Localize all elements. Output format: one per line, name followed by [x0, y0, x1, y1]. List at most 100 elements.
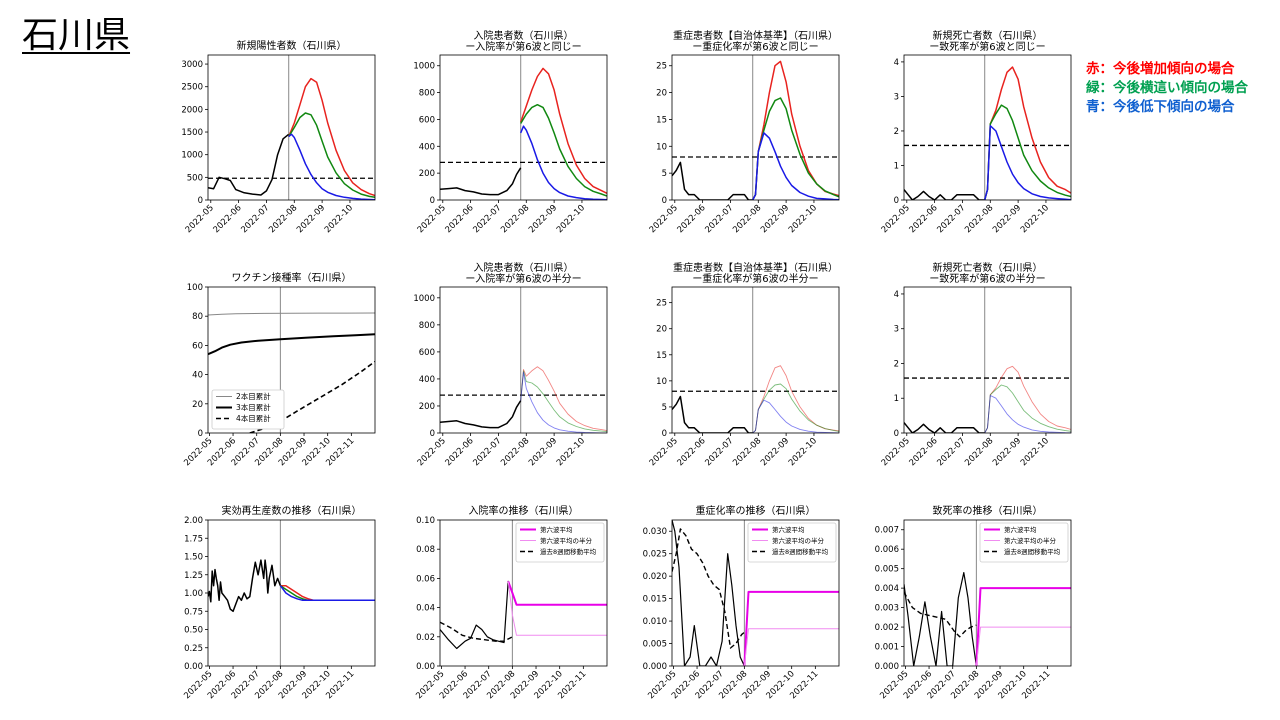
series-line-black: [208, 333, 375, 356]
series-line-blue: [520, 371, 607, 433]
x-tick-label: 2022-06: [444, 436, 476, 468]
x-tick-label: 2022-09: [991, 436, 1023, 468]
plot-frame: [207, 286, 376, 434]
y-tick-label: 600: [419, 348, 435, 358]
legend-box: [747, 522, 837, 563]
plot-area: [440, 520, 607, 666]
legend-label: 4本目累計: [236, 413, 271, 423]
y-tick-label: 25: [656, 62, 667, 72]
y-tick-label: 400: [419, 375, 435, 385]
x-tick-label: 2022-05: [880, 203, 912, 235]
y-tick-label: 5: [662, 169, 667, 179]
series-line-blue: [752, 399, 839, 433]
x-tick-label: 2022-05: [648, 436, 680, 468]
y-tick-label: 5: [662, 403, 667, 413]
series-line-black: [672, 161, 753, 200]
series-line-blue: [520, 125, 607, 200]
y-tick-label: 2.00: [184, 516, 203, 526]
x-tick-label: 2022-10: [787, 203, 819, 235]
y-tick-label: 2: [894, 127, 899, 137]
y-tick-label: 0.015: [643, 595, 667, 605]
x-tick-label: 2022-06: [212, 203, 244, 235]
series-line-black: [904, 571, 977, 666]
y-tick-label: 2000: [181, 105, 203, 115]
chart-subtitle: ー致死率が第6波と同じー: [929, 40, 1045, 53]
y-tick-label: 15: [656, 115, 667, 125]
x-tick-label: 2022-10: [1019, 436, 1051, 468]
y-tick-label: 60: [192, 341, 203, 351]
y-tick-label: 25: [656, 299, 667, 309]
y-tick-label: 400: [419, 142, 435, 152]
y-tick-label: 0.020: [643, 572, 667, 582]
series-line-black: [904, 189, 985, 200]
x-tick-label: 2022-10: [1019, 203, 1051, 235]
series-line-magenta: [975, 587, 1071, 666]
y-tick-label: 0.000: [643, 662, 667, 672]
series-line-black: [672, 528, 745, 649]
chart-title: 重症患者数【自治体基準】（石川県）: [673, 261, 838, 274]
series-line-green: [288, 112, 375, 199]
y-tick-label: 0.00: [416, 662, 435, 672]
plot-frame: [903, 519, 1072, 667]
series-line-red: [752, 365, 839, 433]
series-line-black: [208, 133, 290, 196]
y-tick-label: 0: [430, 429, 435, 439]
x-tick-label: 2022-05: [184, 203, 216, 235]
x-tick-label: 2022-07: [703, 203, 735, 235]
y-tick-label: 0.005: [643, 640, 667, 650]
y-tick-label: 200: [419, 169, 435, 179]
series-line-magenta: [507, 580, 607, 606]
chart-c8: 新規死亡者数（石川県）ー致死率が第6波の半分ー012342022-052022-…: [880, 261, 1072, 468]
x-tick-label: 2022-06: [444, 203, 476, 235]
y-tick-label: 1.25: [184, 571, 203, 581]
legend-box: [979, 522, 1069, 563]
x-tick-label: 2022-09: [527, 203, 559, 235]
chart-title: 新規死亡者数（石川県）: [933, 261, 1043, 274]
plot-area: [208, 55, 375, 200]
y-tick-label: 4: [894, 290, 899, 300]
y-tick-label: 0.025: [643, 550, 667, 560]
chart-title: 入院患者数（石川県）: [474, 29, 574, 42]
x-tick-label: 2022-06: [676, 436, 708, 468]
series-line-blue: [752, 132, 839, 200]
chart-c5: ワクチン接種率（石川県）0204060801002022-052022-0620…: [182, 271, 376, 468]
plot-area: [904, 520, 1071, 666]
x-tick-label: 2022-08: [963, 203, 995, 235]
y-tick-label: 40: [192, 371, 203, 381]
y-tick-label: 1: [894, 394, 899, 404]
y-tick-label: 0: [662, 196, 667, 206]
y-tick-label: 2: [894, 359, 899, 369]
y-tick-label: 0: [198, 196, 203, 206]
x-tick-label: 2022-05: [416, 203, 448, 235]
y-tick-label: 1500: [181, 128, 203, 138]
series-line-green: [520, 370, 607, 433]
chart-c6: 入院患者数（石川県）ー入院率が第6波の半分ー 0 200 400 600 800 1000 2…: [413, 261, 608, 468]
x-tick-label: 2022-07: [471, 436, 503, 468]
chart-c12: 致死率の推移（石川県） 0.000 0.001 0.002 0.003 0.004 0.00…: [875, 504, 1072, 701]
chart-c7: 重症患者数【自治体基準】（石川県）ー重症化率が第6波の半分ー 0 5 10 15 20 25…: [648, 261, 840, 468]
series-line-red: [984, 365, 1071, 433]
plot-frame: [439, 54, 608, 201]
x-tick-label: 2022-07: [239, 203, 271, 235]
x-tick-label: 2022-05: [416, 436, 448, 468]
y-tick-label: 0.00: [184, 662, 203, 672]
x-tick-label: 2022-10: [555, 203, 587, 235]
chart-subtitle: ー重症化率が第6波の半分ー: [692, 272, 818, 285]
y-tick-label: 15: [656, 351, 667, 361]
y-tick-label: 800: [419, 89, 435, 99]
chart-c2: 入院患者数（石川県）ー入院率が第6波と同じー 0 200 400 600 800 1000 2…: [413, 29, 608, 235]
y-tick-label: 0.08: [416, 545, 435, 555]
legend-label: 3本目累計: [236, 402, 271, 412]
legend-label: 第六波平均の半分: [772, 536, 825, 545]
chart-subtitle: ー重症化率が第6波と同じー: [692, 40, 818, 53]
series-line-blue: [984, 395, 1071, 433]
y-tick-label: 80: [192, 312, 203, 322]
chart-subtitle: ー入院率が第6波の半分ー: [465, 272, 581, 285]
y-tick-label: 2500: [181, 83, 203, 93]
scenario-legend-blue: 青：今後低下傾向の場合: [1086, 99, 1235, 115]
plot-frame: [439, 519, 608, 667]
y-tick-label: 0.10: [416, 516, 435, 526]
series-line-magenta: [743, 590, 839, 666]
